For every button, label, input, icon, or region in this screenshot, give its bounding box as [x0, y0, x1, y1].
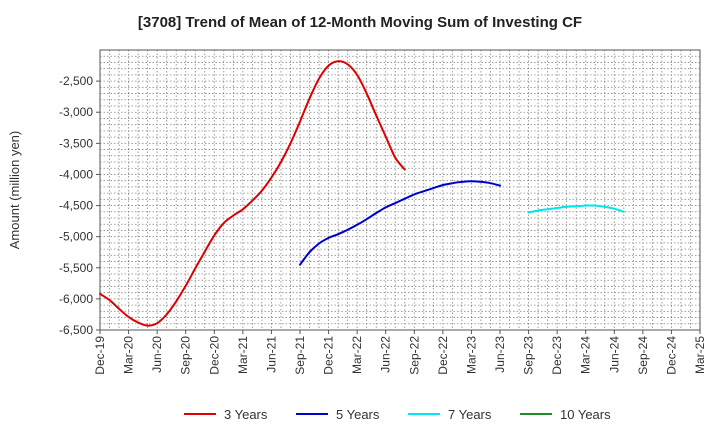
legend-label-7-years: 7 Years — [448, 407, 492, 422]
y-tick-label: -6,500 — [59, 323, 93, 337]
x-tick-label: Dec-24 — [664, 336, 678, 375]
x-tick-label: Mar-25 — [693, 336, 707, 374]
x-tick-label: Sep-20 — [179, 336, 193, 375]
x-tick-label: Mar-22 — [350, 336, 364, 374]
x-tick-label: Jun-22 — [379, 336, 393, 373]
x-tick-label: Dec-21 — [322, 336, 336, 375]
y-tick-label: -5,500 — [59, 261, 93, 275]
y-tick-label: -6,000 — [59, 292, 93, 306]
series-layer — [99, 60, 625, 327]
chart-title: [3708] Trend of Mean of 12-Month Moving … — [137, 14, 583, 31]
plot-frame — [99, 49, 701, 331]
legend-label-10-years: 10 Years — [560, 407, 611, 422]
x-tick-label: Mar-20 — [122, 336, 136, 374]
x-tick-label: Sep-24 — [636, 336, 650, 375]
legend: 3 Years 5 Years 7 Years 10 Years — [184, 407, 611, 422]
y-tick-label: -3,000 — [59, 105, 93, 119]
x-tick-label: Mar-23 — [464, 336, 478, 374]
x-tick-label: Jun-24 — [607, 336, 621, 373]
legend-label-5-years: 5 Years — [336, 407, 380, 422]
x-tick-label: Jun-23 — [493, 336, 507, 373]
y-tick-label: -2,500 — [59, 74, 93, 88]
series-line-5-years — [299, 180, 501, 266]
x-tick-label: Mar-21 — [236, 336, 250, 374]
grid-layer — [100, 50, 700, 330]
x-tick-label: Sep-22 — [407, 336, 421, 375]
x-tick-label: Dec-19 — [93, 336, 107, 375]
y-tick-label: -5,000 — [59, 230, 93, 244]
x-tick-label: Jun-21 — [264, 336, 278, 373]
x-tick-label: Dec-22 — [436, 336, 450, 375]
series-line-7-years — [527, 204, 625, 214]
x-tick-label: Dec-23 — [550, 336, 564, 375]
x-tick-label: Dec-20 — [207, 336, 221, 375]
y-axis-label: Amount (million yen) — [7, 131, 22, 250]
y-tick-label: -4,000 — [59, 167, 93, 181]
x-tick-label: Sep-23 — [522, 336, 536, 375]
y-tick-label: -3,500 — [59, 136, 93, 150]
series-line-3-years — [99, 60, 406, 327]
x-tick-label: Mar-24 — [579, 336, 593, 374]
axis-layer: -6,500 -6,000 -5,500 -5,000 -4,500 -4,000 -3,5… — [59, 74, 707, 375]
legend-label-3-years: 3 Years — [224, 407, 268, 422]
x-tick-label: Jun-20 — [150, 336, 164, 373]
y-tick-label: -4,500 — [59, 199, 93, 213]
x-tick-label: Sep-21 — [293, 336, 307, 375]
